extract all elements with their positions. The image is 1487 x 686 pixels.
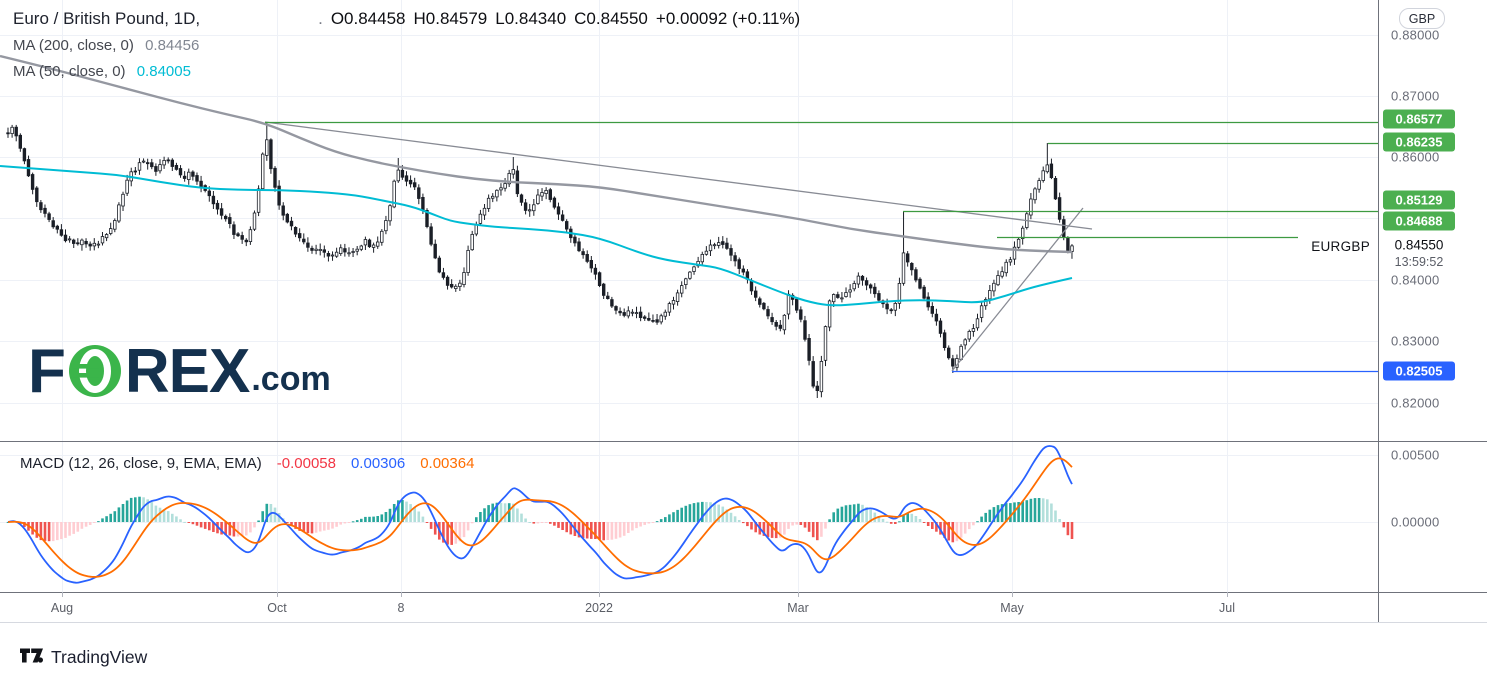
- macd-signal-value: 0.00364: [420, 455, 475, 472]
- time-axis-label: Jul: [1219, 601, 1235, 615]
- macd-line-value: 0.00306: [350, 455, 406, 472]
- price-level-badge: 0.84688: [1383, 211, 1455, 231]
- price-level-badge: 0.86235: [1383, 132, 1455, 152]
- time-axis-label: May: [1000, 601, 1024, 615]
- symbol-title: Euro / British Pound, 1D,: [13, 9, 201, 28]
- price-level-badge: 0.85129: [1383, 190, 1455, 210]
- ma50-value: 0.84005: [136, 63, 191, 80]
- tradingview-name: TradingView: [51, 646, 148, 667]
- price-tick-label: 0.00000: [1391, 514, 1440, 530]
- tradingview-attribution[interactable]: TradingView: [20, 645, 147, 669]
- price-tick-label: 0.00500: [1391, 447, 1440, 463]
- price-level-badge: 0.86577: [1383, 109, 1455, 129]
- time-axis-label: Mar: [787, 601, 809, 615]
- symbol-legend[interactable]: Euro / British Pound, 1D, . O0.84458 H0.…: [13, 9, 800, 29]
- ma200-label: MA (200, close, 0): [13, 37, 134, 54]
- ma-200-line: [0, 54, 1073, 254]
- time-axis-label: Oct: [267, 601, 287, 615]
- ma-50-line: [0, 165, 1073, 307]
- ohlc-change: +0.00092 (+0.11%): [655, 9, 801, 28]
- price-tick-label: 0.86000: [1391, 149, 1440, 165]
- bar-countdown-timer: 13:59:52: [1394, 255, 1444, 269]
- macd-histogram: [6, 496, 1074, 545]
- macd-label: MACD (12, 26, close, 9, EMA, EMA): [20, 455, 262, 472]
- candlestick-series: [6, 122, 1074, 398]
- ma200-legend[interactable]: MA (200, close, 0) 0.84456: [13, 37, 199, 54]
- price-level-badge: 0.82505: [1383, 361, 1455, 381]
- price-tick-label: 0.82000: [1391, 395, 1440, 411]
- watermark-letters-rex: REX: [124, 337, 250, 406]
- tradingview-logo-icon: [20, 645, 44, 669]
- ohlc-low: L0.84340: [495, 9, 567, 28]
- ma50-label: MA (50, close, 0): [13, 63, 126, 80]
- forex-o-logo-icon: [67, 342, 123, 403]
- trendline: [951, 207, 1084, 372]
- ma200-value: 0.84456: [145, 37, 200, 54]
- symbol-price-line-label: EURGBP: [1311, 239, 1370, 254]
- currency-toggle-button[interactable]: GBP: [1399, 8, 1445, 29]
- price-tick-label: 0.83000: [1391, 333, 1440, 349]
- macd-signal-line: [7, 457, 1073, 578]
- watermark-dotcom: .com: [251, 360, 331, 398]
- price-tick-label: 0.84000: [1391, 272, 1440, 288]
- ohlc-close: C0.84550: [574, 9, 648, 28]
- macd-legend[interactable]: MACD (12, 26, close, 9, EMA, EMA) -0.000…: [20, 455, 474, 472]
- price-tick-label: 0.88000: [1391, 27, 1440, 43]
- legend-separator: .: [318, 9, 323, 28]
- watermark-letter-f: F: [28, 337, 66, 406]
- price-tick-label: 0.87000: [1391, 88, 1440, 104]
- time-axis-label: 8: [397, 601, 405, 615]
- time-axis-label: 2022: [585, 601, 613, 615]
- ohlc-open: O0.84458: [330, 9, 406, 28]
- current-price-label: 0.84550: [1394, 237, 1444, 253]
- ohlc-high: H0.84579: [413, 9, 488, 28]
- forex-com-watermark: F REX .com: [28, 341, 331, 403]
- time-axis-label: Aug: [50, 601, 74, 615]
- macd-histogram-value: -0.00058: [276, 455, 336, 472]
- ma50-legend[interactable]: MA (50, close, 0) 0.84005: [13, 63, 191, 80]
